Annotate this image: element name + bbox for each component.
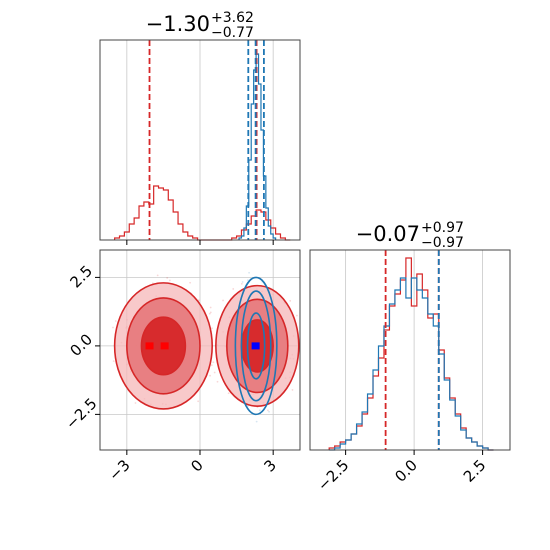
contour-level-3 bbox=[246, 312, 266, 380]
x-tick-label-0: −2.5 bbox=[314, 456, 352, 494]
contour-level-1 bbox=[234, 276, 278, 416]
scatter-point bbox=[211, 327, 213, 330]
x-tick-label-2: 3 bbox=[261, 456, 280, 475]
scatter-point bbox=[209, 306, 212, 309]
contour-panel: −3 0 3 −2.5 0.0 2.5 bbox=[62, 249, 301, 484]
scatter-point bbox=[156, 274, 159, 277]
title-param-2-upper: +0.97 bbox=[421, 220, 464, 236]
x-tick-label-1: 0.0 bbox=[391, 456, 421, 486]
scatter-point bbox=[246, 405, 249, 408]
scatter-point bbox=[289, 299, 292, 302]
scatter-point bbox=[209, 374, 211, 377]
scatter-point bbox=[268, 410, 270, 413]
y-tick-label-2: 2.5 bbox=[66, 262, 96, 292]
scatter-point bbox=[232, 288, 235, 290]
title-param-2-value: −0.07 bbox=[356, 222, 420, 246]
scatter-point bbox=[210, 364, 213, 367]
scatter-point bbox=[209, 311, 212, 314]
scatter-point bbox=[216, 380, 219, 383]
x-tick-label-1: 0 bbox=[187, 456, 206, 475]
y-tick-label-1: 0.0 bbox=[66, 330, 96, 360]
scatter-point bbox=[240, 282, 243, 285]
title-param-1-upper: +3.62 bbox=[211, 10, 254, 26]
scatter-point bbox=[296, 314, 298, 317]
scatter-point bbox=[134, 402, 137, 404]
marker-1 bbox=[145, 342, 154, 350]
scatter-point bbox=[189, 281, 192, 284]
x-tick-label-0: −3 bbox=[105, 456, 133, 484]
title-param-2: −0.07 bbox=[356, 222, 420, 246]
x-tick-label-2: 2.5 bbox=[460, 456, 490, 486]
scatter-point bbox=[255, 420, 258, 423]
hist-param-2-panel: −0.07 +0.97 −0.97 −2.5 0.0 2.5 bbox=[309, 220, 511, 495]
y-tick-label-0: −2.5 bbox=[62, 394, 100, 432]
scatter-point bbox=[114, 320, 117, 322]
contour-level-2 bbox=[240, 290, 272, 402]
scatter-point bbox=[241, 281, 244, 283]
hist-step-red bbox=[114, 185, 291, 241]
marker-3 bbox=[251, 342, 260, 350]
scatter-point bbox=[248, 271, 250, 274]
axes-frame bbox=[309, 249, 511, 451]
scatter-point bbox=[246, 279, 249, 281]
title-param-2-lower: −0.97 bbox=[421, 235, 464, 251]
scatter-point bbox=[166, 277, 169, 279]
scatter-point bbox=[112, 326, 114, 329]
scatter-point bbox=[213, 371, 216, 374]
contour-area bbox=[100, 250, 300, 450]
marker-2 bbox=[160, 342, 169, 350]
title-param-1-lower: −0.77 bbox=[211, 25, 254, 41]
scatter-point bbox=[227, 392, 230, 395]
scatter-point bbox=[222, 299, 224, 302]
scatter-point bbox=[212, 361, 215, 364]
contour-mode-3 bbox=[234, 276, 278, 416]
scatter-point bbox=[267, 409, 269, 412]
scatter-point bbox=[197, 400, 200, 403]
scatter-point bbox=[258, 409, 261, 412]
scatter-point bbox=[168, 279, 171, 282]
hist-step-blue bbox=[329, 277, 494, 451]
hist-param-1-panel: −1.30 +3.62 −0.77 bbox=[99, 10, 301, 245]
scatter-point bbox=[208, 312, 211, 315]
scatter-point bbox=[112, 360, 115, 363]
title-param-1-value: −1.30 bbox=[146, 12, 210, 36]
scatter-point bbox=[291, 389, 294, 391]
title-param-1: −1.30 bbox=[146, 12, 210, 36]
